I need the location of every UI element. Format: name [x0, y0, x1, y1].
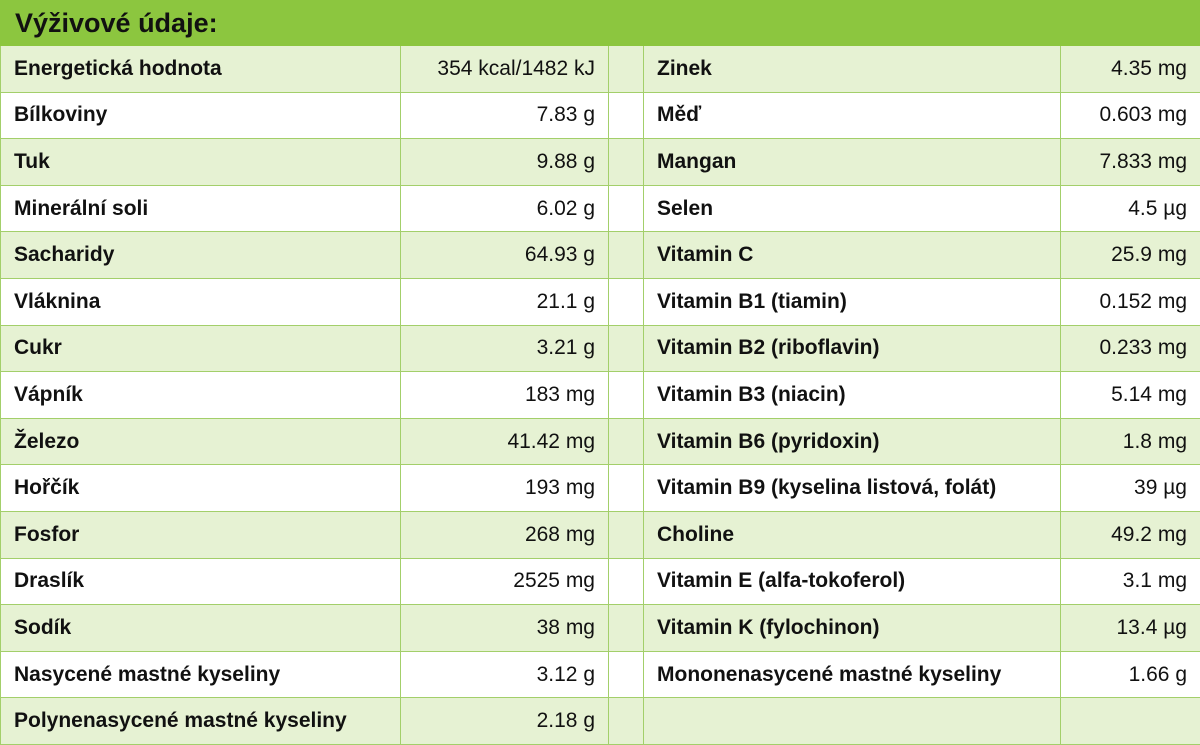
nutrient-value-right: 0.603 mg [1061, 92, 1200, 139]
column-gap [609, 418, 644, 465]
nutrient-value-left: 3.12 g [401, 651, 609, 698]
nutrient-name-left: Hořčík [1, 465, 401, 512]
nutrient-value-left: 7.83 g [401, 92, 609, 139]
nutrient-name-left: Energetická hodnota [1, 46, 401, 93]
nutrient-value-left: 41.42 mg [401, 418, 609, 465]
nutrient-name-right: Vitamin B1 (tiamin) [644, 278, 1061, 325]
column-gap [609, 1, 644, 46]
nutrient-name-right: Vitamin B9 (kyselina listová, folát) [644, 465, 1061, 512]
nutrient-value-right: 5.14 mg [1061, 372, 1200, 419]
nutrient-name-left: Tuk [1, 139, 401, 186]
column-gap [609, 605, 644, 652]
column-gap [609, 465, 644, 512]
nutrient-name-right: Vitamin B6 (pyridoxin) [644, 418, 1061, 465]
nutrient-name-left: Fosfor [1, 511, 401, 558]
nutrient-name-right: Mononenasycené mastné kyseliny [644, 651, 1061, 698]
nutrient-value-left: 268 mg [401, 511, 609, 558]
nutrient-name-right: Choline [644, 511, 1061, 558]
nutrient-name-right: Měď [644, 92, 1061, 139]
header-row: Výživové údaje: [1, 1, 1200, 46]
column-gap [609, 185, 644, 232]
nutrient-value-right [1061, 698, 1200, 745]
nutrient-name-right: Vitamin K (fylochinon) [644, 605, 1061, 652]
nutrient-value-left: 21.1 g [401, 278, 609, 325]
column-gap [609, 372, 644, 419]
nutrient-value-left: 2525 mg [401, 558, 609, 605]
nutrient-name-right: Vitamin B2 (riboflavin) [644, 325, 1061, 372]
header-cell [1061, 1, 1200, 46]
nutrient-value-left: 38 mg [401, 605, 609, 652]
nutrient-value-right: 4.35 mg [1061, 46, 1200, 93]
column-gap [609, 232, 644, 279]
nutrient-name-right: Vitamin E (alfa-tokoferol) [644, 558, 1061, 605]
nutrient-name-left: Draslík [1, 558, 401, 605]
column-gap [609, 698, 644, 745]
nutrient-value-left: 9.88 g [401, 139, 609, 186]
nutrient-value-right: 1.8 mg [1061, 418, 1200, 465]
nutrient-value-left: 64.93 g [401, 232, 609, 279]
column-gap [609, 92, 644, 139]
nutrient-value-right: 25.9 mg [1061, 232, 1200, 279]
nutrient-value-right: 0.233 mg [1061, 325, 1200, 372]
table-title: Výživové údaje: [1, 1, 401, 46]
column-gap [609, 651, 644, 698]
header-cell [644, 1, 1061, 46]
nutrient-value-left: 354 kcal/1482 kJ [401, 46, 609, 93]
column-gap [609, 46, 644, 93]
nutrient-name-left: Železo [1, 418, 401, 465]
nutrient-name-left: Sacharidy [1, 232, 401, 279]
nutrient-name-left: Sodík [1, 605, 401, 652]
nutrient-name-right: Mangan [644, 139, 1061, 186]
nutrient-value-left: 183 mg [401, 372, 609, 419]
nutrient-name-right [644, 698, 1061, 745]
nutrient-name-left: Nasycené mastné kyseliny [1, 651, 401, 698]
column-gap [609, 139, 644, 186]
nutrient-value-right: 39 µg [1061, 465, 1200, 512]
nutrient-name-left: Vápník [1, 372, 401, 419]
nutrient-value-right: 1.66 g [1061, 651, 1200, 698]
nutrient-value-right: 4.5 µg [1061, 185, 1200, 232]
nutrient-value-left: 3.21 g [401, 325, 609, 372]
nutrient-name-right: Vitamin B3 (niacin) [644, 372, 1061, 419]
nutrient-value-right: 49.2 mg [1061, 511, 1200, 558]
nutrient-value-right: 13.4 µg [1061, 605, 1200, 652]
column-gap [609, 278, 644, 325]
header-cell [401, 1, 609, 46]
nutrient-name-left: Cukr [1, 325, 401, 372]
nutrient-value-right: 7.833 mg [1061, 139, 1200, 186]
nutrient-name-right: Zinek [644, 46, 1061, 93]
nutrient-value-left: 6.02 g [401, 185, 609, 232]
column-gap [609, 325, 644, 372]
nutrient-name-left: Vláknina [1, 278, 401, 325]
nutrient-name-left: Minerální soli [1, 185, 401, 232]
column-gap [609, 558, 644, 605]
nutrient-name-left: Polynenasycené mastné kyseliny [1, 698, 401, 745]
nutrient-value-right: 3.1 mg [1061, 558, 1200, 605]
nutrient-value-left: 2.18 g [401, 698, 609, 745]
nutrient-name-right: Vitamin C [644, 232, 1061, 279]
column-gap [609, 511, 644, 558]
nutrient-value-left: 193 mg [401, 465, 609, 512]
nutrient-value-right: 0.152 mg [1061, 278, 1200, 325]
nutrient-name-right: Selen [644, 185, 1061, 232]
nutrient-name-left: Bílkoviny [1, 92, 401, 139]
